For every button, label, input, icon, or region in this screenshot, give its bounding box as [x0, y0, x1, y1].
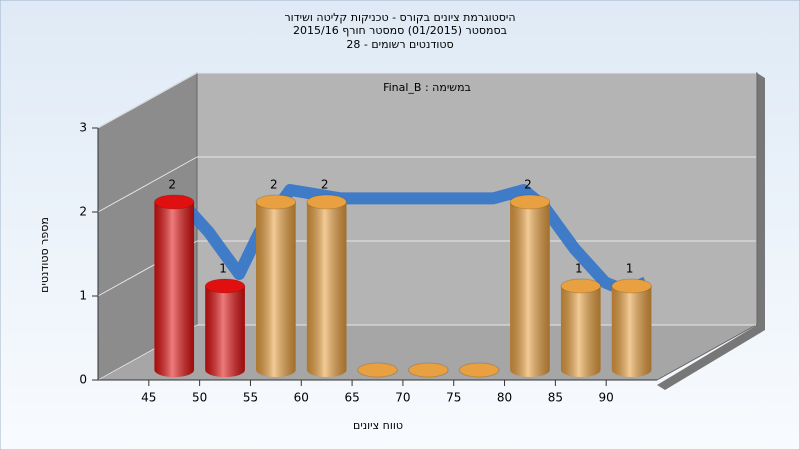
value-label: 2 [270, 178, 278, 192]
y-tick-label: 1 [79, 289, 87, 303]
y-tick-label: 2 [79, 205, 87, 219]
grid-line [97, 72, 198, 129]
bar-shade [154, 202, 195, 377]
y-tick-label: 0 [79, 373, 87, 387]
plot: 0 1 2 3 45 50 55 60 65 70 75 80 85 90 2 1 2 2 2 1 1 [79, 72, 756, 405]
bar-shade [256, 202, 296, 377]
bar-top [357, 362, 398, 378]
bar-shade [611, 286, 652, 377]
x-tick-label: 65 [344, 391, 359, 405]
value-label: 2 [168, 178, 176, 192]
bar-top [204, 278, 246, 294]
y-axis-label: מספר סטודנטים [38, 217, 51, 293]
x-tick-label: 90 [599, 391, 614, 405]
bar-top [407, 362, 449, 378]
distribution-curve [173, 184, 649, 297]
annotation: במשימה : Final_B [383, 81, 471, 94]
value-label: 2 [321, 178, 329, 192]
value-label: 1 [219, 262, 227, 276]
bar-top [560, 278, 602, 294]
y-tick-label: 3 [79, 121, 87, 135]
bar-top [255, 194, 297, 210]
title-line: סטודנטים רשומים - 28 [346, 38, 453, 51]
x-tick-label: 80 [497, 391, 512, 405]
title-line: היסטוגרמת ציונים בקורס - טכניקות קליטה ו… [284, 11, 515, 24]
bar-top [509, 194, 551, 210]
bar-shade [560, 286, 601, 377]
x-tick-label: 85 [548, 391, 563, 405]
bar-top [306, 194, 348, 210]
x-axis-label: טווח ציונים [353, 419, 403, 432]
bar-shade [306, 202, 347, 377]
grid-line [97, 156, 198, 213]
bar-shade [510, 202, 550, 377]
bar-top [611, 278, 652, 294]
x-tick-label: 55 [243, 391, 258, 405]
value-label: 1 [626, 262, 634, 276]
x-tick-label: 70 [395, 391, 410, 405]
x-tick-label: 60 [294, 391, 309, 405]
value-label: 1 [575, 262, 583, 276]
bar-shade [205, 286, 245, 377]
title-line: בסמסטר (01/2015) סמסטר חורף 2015/16 [293, 24, 507, 37]
value-label: 2 [524, 178, 532, 192]
bar-top [458, 362, 500, 378]
x-tick-label: 45 [141, 391, 156, 405]
bar-top [153, 194, 195, 210]
x-tick-label: 75 [446, 391, 461, 405]
x-tick-label: 50 [192, 391, 207, 405]
